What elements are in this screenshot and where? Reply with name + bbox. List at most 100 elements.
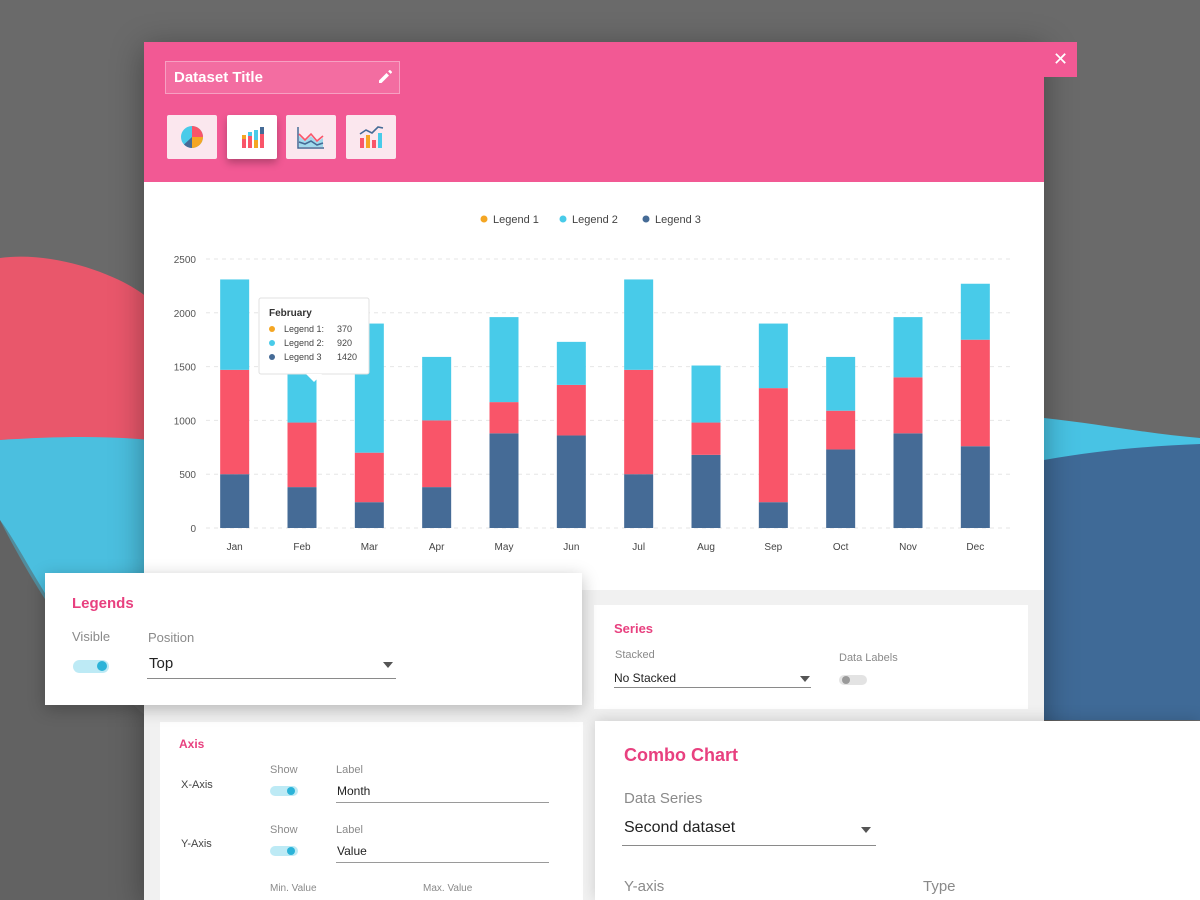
tooltip-value: 1420 [337, 352, 357, 362]
legend-label: Legend 2 [572, 214, 618, 226]
bar-segment [826, 449, 856, 528]
stacked-select-underline [614, 687, 811, 688]
bar-segment [960, 339, 990, 447]
chart-preview: 0 500 1000 1500 2000 2500 Jan Feb Mar Apr May Jun Ju… [144, 182, 1044, 590]
data-series-underline [622, 845, 876, 846]
tooltip-label: Legend 1: [284, 324, 324, 334]
data-series-label: Data Series [624, 790, 703, 807]
bar-chart-icon [242, 127, 264, 148]
toggle-knob [842, 676, 850, 684]
tooltip-marker [269, 354, 275, 360]
x-axis-input-underline [336, 802, 549, 803]
bar-segment [556, 435, 586, 528]
x-tick-label: Oct [833, 542, 849, 553]
x-axis-label-input[interactable]: Month [337, 784, 371, 798]
legend-marker [642, 215, 650, 223]
tooltip-pointer [306, 374, 322, 382]
tooltip-label: Legend 2: [284, 338, 324, 348]
stacked-select[interactable]: No Stacked [614, 669, 811, 689]
legends-panel-title: Legends [72, 595, 134, 612]
y-tick-label: 1500 [174, 363, 197, 374]
axis-panel: Axis X-Axis Show Label Month Y-Axis Show… [160, 722, 583, 900]
toggle-track [839, 675, 867, 685]
bar-segment [758, 388, 788, 503]
pencil-icon[interactable] [377, 69, 393, 85]
toggle-knob [97, 661, 107, 671]
bar-segment [826, 356, 856, 411]
legend-label: Legend 1 [493, 214, 539, 226]
y-axis-input-underline [336, 862, 549, 863]
stacked-label: Stacked [615, 649, 655, 661]
bar-segment [826, 410, 856, 450]
bar-chart-type-button[interactable] [227, 115, 277, 159]
bar-segment [287, 487, 317, 528]
combo-chart-icon [359, 126, 384, 148]
data-labels-toggle[interactable] [839, 673, 869, 687]
toggle-knob [287, 847, 295, 855]
x-tick-label: Feb [293, 542, 311, 553]
area-chart-icon [297, 127, 324, 149]
editor-header: Dataset Title [144, 42, 1044, 182]
bar-segment [758, 323, 788, 389]
legend-marker [480, 215, 488, 223]
bar-segment [893, 433, 923, 528]
bar-segment [220, 474, 250, 528]
legend-label: Legend 3 [655, 214, 701, 226]
y-tick-label: 500 [179, 470, 196, 481]
legend-marker [559, 215, 567, 223]
x-tick-label: Mar [361, 542, 379, 553]
chevron-down-icon [861, 827, 871, 833]
legend-position-select[interactable]: Top [147, 655, 396, 679]
bar-segment [624, 369, 654, 475]
min-value-label: Min. Value [270, 883, 317, 894]
bar-segment [489, 317, 519, 403]
tooltip-value: 920 [337, 338, 352, 348]
y-tick-label: 0 [190, 524, 196, 535]
stacked-select-value: No Stacked [614, 671, 677, 685]
area-chart-type-button[interactable] [286, 115, 336, 159]
chevron-down-icon [383, 662, 393, 668]
bar-segment [691, 365, 721, 423]
chevron-down-icon [800, 676, 810, 682]
close-button[interactable]: ✕ [1044, 42, 1077, 77]
bar-segment [422, 356, 452, 421]
data-series-value: Second dataset [624, 819, 736, 836]
bar-segment [691, 422, 721, 455]
x-axis-show-toggle[interactable] [270, 784, 300, 798]
y-axis-label-input[interactable]: Value [337, 844, 367, 858]
bar-segment [422, 420, 452, 488]
x-tick-label: May [495, 542, 514, 553]
y-tick-label: 2000 [174, 309, 197, 320]
combo-chart-type-button[interactable] [346, 115, 396, 159]
series-panel-title: Series [614, 621, 654, 636]
bar-segment [691, 454, 721, 528]
tooltip-value: 370 [337, 324, 352, 334]
x-axis-label-caption: Label [336, 764, 363, 776]
dataset-title-field[interactable]: Dataset Title [165, 61, 400, 94]
x-tick-label: Apr [429, 542, 445, 553]
x-axis-show-label: Show [270, 764, 298, 776]
x-tick-label: Nov [899, 542, 917, 553]
close-icon: ✕ [1052, 49, 1069, 69]
bar-segment [893, 317, 923, 378]
legend-visible-toggle[interactable] [73, 658, 111, 676]
legend-position-underline [147, 678, 396, 679]
legend-visible-label: Visible [72, 629, 111, 644]
y-axis-label: Y-Axis [181, 838, 212, 850]
bar-segment [960, 446, 990, 528]
y-axis-show-toggle[interactable] [270, 844, 300, 858]
combo-panel-title: Combo Chart [624, 745, 738, 765]
x-tick-label: Sep [764, 542, 782, 553]
tooltip-label: Legend 3 [284, 352, 322, 362]
tooltip-marker [269, 326, 275, 332]
toggle-track [270, 846, 298, 856]
data-series-select[interactable]: Second dataset [622, 819, 876, 846]
x-tick-label: Jan [227, 542, 243, 553]
pie-chart-type-button[interactable] [167, 115, 217, 159]
max-value-label: Max. Value [423, 883, 473, 894]
x-axis-label: X-Axis [181, 779, 213, 791]
bar-segment [287, 422, 317, 488]
y-tick-label: 2500 [174, 255, 197, 266]
x-tick-label: Aug [697, 542, 715, 553]
